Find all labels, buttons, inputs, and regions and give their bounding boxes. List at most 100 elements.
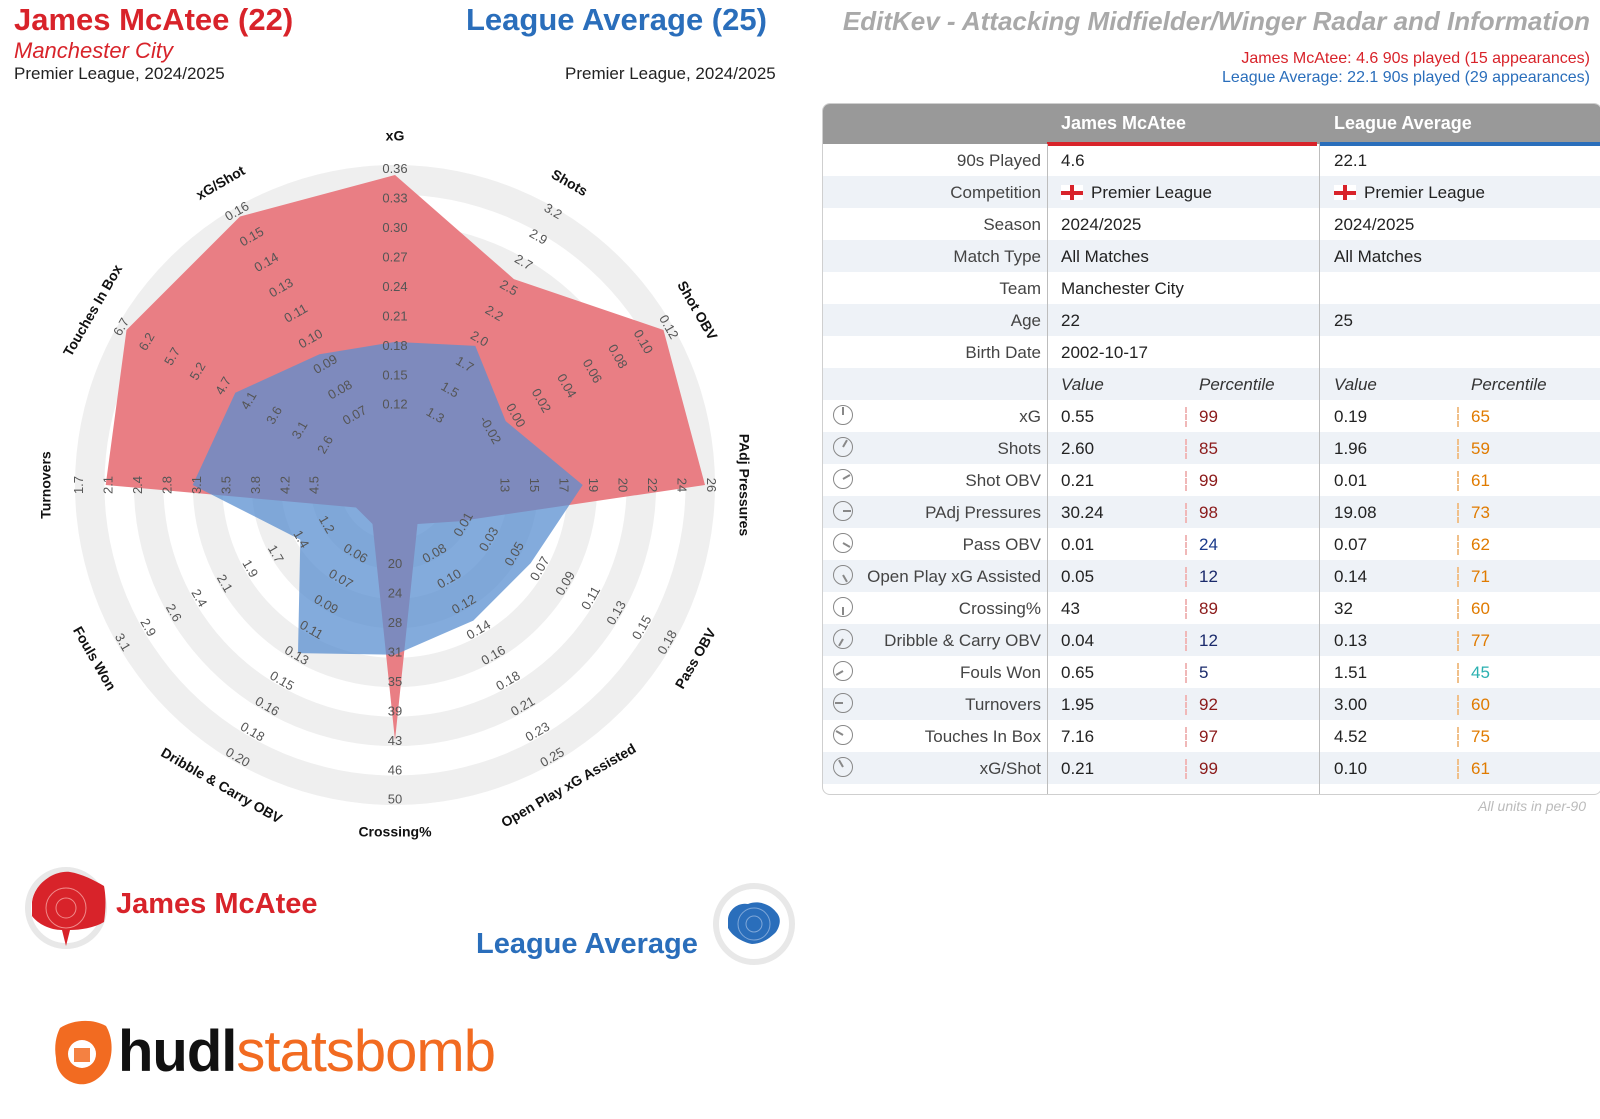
player-value: 0.21 <box>1061 759 1095 778</box>
average-value: 19.08 <box>1334 503 1377 522</box>
radar-tick-label: 20 <box>388 556 402 571</box>
average-value-header: Value <box>1334 375 1377 394</box>
radar-tick-label: 4.2 <box>277 476 292 494</box>
radar-tick-label: 19 <box>586 478 601 492</box>
stopwatch-hand <box>835 670 844 676</box>
player-divider <box>1185 407 1187 427</box>
average-value: All Matches <box>1334 247 1422 267</box>
radar-tick-label: 39 <box>388 703 402 718</box>
player-value: 0.04 <box>1061 631 1095 650</box>
radar-tick-label: 50 <box>388 792 402 807</box>
logo-statsbomb: statsbomb <box>236 1019 496 1084</box>
player-value: 0.65 <box>1061 663 1095 682</box>
row-label: PAdj Pressures <box>925 503 1041 522</box>
player-divider <box>1185 759 1187 779</box>
row-label: Crossing% <box>958 599 1041 618</box>
radar-tick-label: 35 <box>388 674 402 689</box>
col-header-average: League Average <box>1334 113 1472 133</box>
average-value: 0.07 <box>1334 535 1368 554</box>
player-value-text: 4.6 <box>1061 151 1085 170</box>
row-label: Season <box>983 215 1041 234</box>
stats-table: James McAtee League Average 90s Played 4.… <box>822 103 1600 795</box>
player-percentile: 85 <box>1199 439 1218 458</box>
player-value: 0.05 <box>1061 567 1095 586</box>
player-value: 0.01 <box>1061 535 1095 554</box>
average-value: 4.52 <box>1334 727 1368 746</box>
table-row: xG 0.55 99 0.19 65 <box>823 400 1600 432</box>
row-label: Team <box>999 279 1041 298</box>
radar-tick-label: 3.8 <box>248 476 263 494</box>
col-header-player: James McAtee <box>1061 113 1187 133</box>
average-percentile: 73 <box>1471 503 1490 522</box>
radar-tick-label: 0.21 <box>382 308 407 323</box>
player-value: 0.21 <box>1061 471 1095 490</box>
stopwatch-icon <box>833 597 853 617</box>
average-divider <box>1457 759 1459 779</box>
table-row: PAdj Pressures 30.24 98 19.08 73 <box>823 496 1600 528</box>
average-divider <box>1457 471 1459 491</box>
radar-chart: 0.12 0.15 0.18 0.21 0.24 0.27 0.30 0.33 0.36 xG 1.… <box>38 128 753 840</box>
average-value: 0.13 <box>1334 631 1368 650</box>
average-divider <box>1457 599 1459 619</box>
player-value: 4.6 <box>1061 151 1085 171</box>
average-divider <box>1457 407 1459 427</box>
radar-tick-label: 24 <box>388 586 402 601</box>
player-divider <box>1185 631 1187 651</box>
average-value-text: 2024/2025 <box>1334 215 1415 234</box>
table-row: 90s Played 4.6 22.1 <box>823 144 1600 176</box>
average-percentile: 61 <box>1471 759 1490 778</box>
stopwatch-hand <box>838 638 844 647</box>
average-competition: Premier League, 2024/2025 <box>565 64 776 83</box>
player-competition: Premier League, 2024/2025 <box>14 64 225 83</box>
stopwatch-icon <box>833 661 853 681</box>
average-legend-icon <box>713 883 795 965</box>
table-row: Turnovers 1.95 92 3.00 60 <box>823 688 1600 720</box>
player-legend-icon <box>25 867 107 949</box>
stopwatch-hand <box>842 474 851 480</box>
average-legend-label: League Average <box>476 928 698 960</box>
stopwatch-hand <box>842 607 844 615</box>
average-percentile: 71 <box>1471 567 1490 586</box>
radar-tick-label: 24 <box>674 478 689 492</box>
radar-tick-label: 31 <box>388 644 402 659</box>
stopwatch-hand <box>842 407 844 415</box>
player-percentile: 99 <box>1199 471 1218 490</box>
player-percentile: 24 <box>1199 535 1218 554</box>
average-value: 0.10 <box>1334 759 1368 778</box>
row-label: xG/Shot <box>979 759 1041 778</box>
average-percentile: 62 <box>1471 535 1490 554</box>
player-divider <box>1185 503 1187 523</box>
radar-axis-label: xG/Shot <box>193 162 248 203</box>
average-color-bar <box>1320 142 1600 146</box>
table-header: James McAtee League Average <box>823 104 1600 144</box>
chart-title: EditKev - Attacking Midfielder/Winger Ra… <box>842 6 1590 36</box>
stopwatch-hand <box>835 702 843 704</box>
radar-tick-label: 26 <box>704 478 719 492</box>
stopwatch-hand <box>842 574 848 583</box>
player-value-text: All Matches <box>1061 247 1149 266</box>
radar-axis-label: Turnovers <box>38 451 54 519</box>
row-label: Pass OBV <box>962 535 1041 554</box>
radar-tick-label: 17 <box>557 478 572 492</box>
player-divider <box>1185 471 1187 491</box>
average-value-text: All Matches <box>1334 247 1422 266</box>
player-minutes: James McAtee: 4.6 90s played (15 appeara… <box>1241 50 1590 67</box>
average-divider <box>1457 663 1459 683</box>
average-value: Premier League <box>1334 183 1485 203</box>
stopwatch-icon <box>833 405 853 425</box>
average-divider <box>1457 503 1459 523</box>
average-percentile: 75 <box>1471 727 1490 746</box>
average-value-text: 22.1 <box>1334 151 1368 170</box>
radar-axis-label: xG <box>386 128 405 144</box>
radar-tick-label: 3.5 <box>218 476 233 494</box>
radar-tick-label: 15 <box>527 478 542 492</box>
stopwatch-icon <box>833 437 853 457</box>
player-value: Premier League <box>1061 183 1212 203</box>
average-minutes: League Average: 22.1 90s played (29 appe… <box>1222 69 1590 86</box>
column-divider <box>1319 144 1320 794</box>
table-row: Age 22 25 <box>823 304 1600 336</box>
radar-tick-label: 0.24 <box>382 279 407 294</box>
stopwatch-icon <box>833 565 853 585</box>
average-divider <box>1457 695 1459 715</box>
player-value: Manchester City <box>1061 279 1184 299</box>
